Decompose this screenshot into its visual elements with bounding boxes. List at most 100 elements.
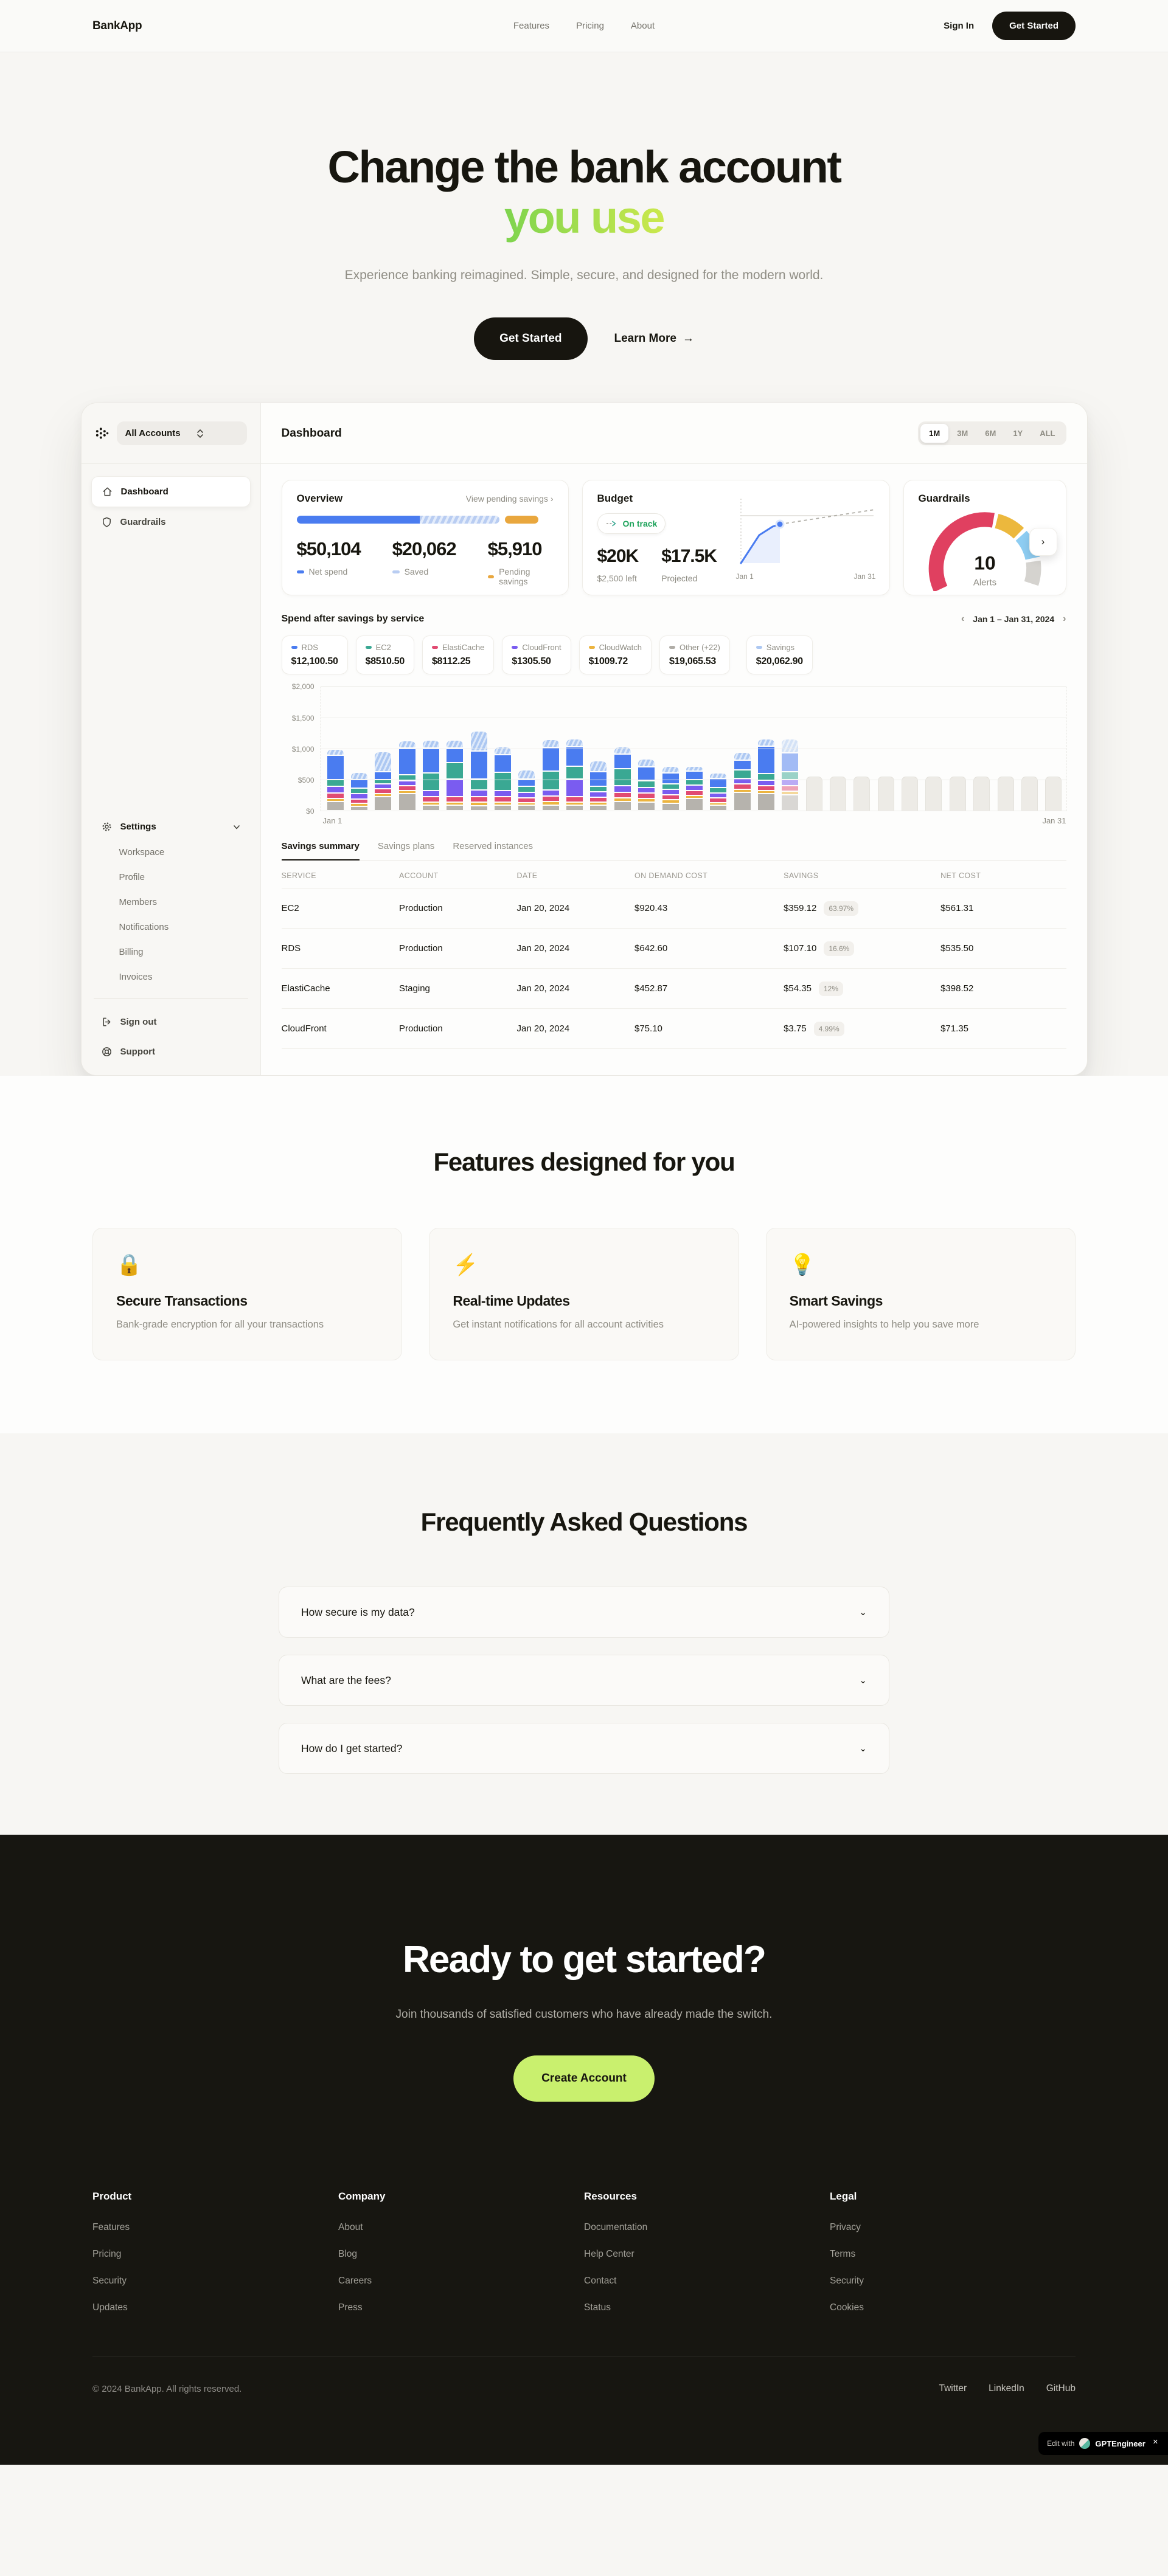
social-link-twitter[interactable]: Twitter [939,2383,967,2394]
sidebar-subitem-billing[interactable]: Billing [119,947,144,958]
time-range-all[interactable]: ALL [1031,424,1063,443]
sidebar-item-settings[interactable]: Settings [91,814,251,840]
tab-savings-plans[interactable]: Savings plans [377,841,435,852]
budget-stat: $17.5K Projected [661,546,717,584]
social-link-linkedin[interactable]: LinkedIn [989,2383,1024,2394]
cell-savings: $359.12 63.97% [784,901,940,916]
bar-segment-savings [518,770,535,779]
tab-reserved-instances[interactable]: Reserved instances [453,841,534,852]
social-link-github[interactable]: GitHub [1046,2383,1076,2394]
future-bar-day-22 [830,777,847,812]
faq-question: How do I get started? [301,1742,403,1754]
dashed-arrow-icon [606,521,616,527]
stacked-bar-day-9 [518,770,535,812]
future-bar-segment [1045,777,1062,812]
sign-in-link[interactable]: Sign In [944,21,975,31]
footer-link-product-features[interactable]: Features [92,2222,130,2233]
footer-link-resources-status[interactable]: Status [584,2302,611,2313]
bar-segment-savings [447,740,464,748]
footer-link-product-updates[interactable]: Updates [92,2302,128,2313]
column-header-date: DATE [516,871,538,881]
footer-link-legal-cookies[interactable]: Cookies [830,2302,864,2313]
bar-segment-rds [710,778,727,787]
footer-link-legal-privacy[interactable]: Privacy [830,2222,861,2233]
savings-percent-badge: 12% [818,982,844,997]
learn-more-link[interactable]: Learn More → [614,332,694,345]
footer-link-product-security[interactable]: Security [92,2276,127,2287]
support-button[interactable]: Support [91,1037,251,1067]
legend-dash-icon [392,570,400,573]
footer-link-resources-documentation[interactable]: Documentation [584,2222,648,2233]
guardrails-next-button[interactable]: › [1029,528,1057,556]
time-range-1m[interactable]: 1M [920,424,949,443]
get-started-button[interactable]: Get Started [992,12,1076,40]
footer-link-legal-security[interactable]: Security [830,2276,864,2287]
faq-item-how-secure-is-my-data[interactable]: How secure is my data? ⌄ [279,1587,889,1638]
bar-segment-ec2 [542,772,559,790]
hero-subtitle: Experience banking reimagined. Simple, s… [344,268,824,282]
spend-section-title: Spend after savings by service [281,614,425,625]
legend-chip-cloudwatch: CloudWatch $1009.72 [579,635,652,675]
sidebar-subitem-workspace[interactable]: Workspace [119,847,165,858]
sidebar-item-dashboard[interactable]: Dashboard [91,476,251,508]
next-period-button[interactable]: › [1063,614,1066,625]
footer-link-company-blog[interactable]: Blog [338,2249,358,2260]
footer-link-resources-contact[interactable]: Contact [584,2276,617,2287]
footer-link-resources-help-center[interactable]: Help Center [584,2249,634,2260]
view-pending-savings-link[interactable]: View pending savings › [465,494,554,504]
sidebar-subitem-invoices[interactable]: Invoices [119,972,153,983]
footer-link-legal-terms[interactable]: Terms [830,2249,856,2260]
footer-link-product-pricing[interactable]: Pricing [92,2249,122,2260]
prev-period-button[interactable]: ‹ [961,614,965,625]
future-bar-day-28 [973,777,990,812]
tab-savings-summary[interactable]: Savings summary [281,841,360,861]
chevron-right-icon: › [1041,536,1045,548]
legend-chip-name: Other (+22) [669,643,720,652]
sidebar-subitem-profile[interactable]: Profile [119,872,145,883]
sidebar-item-guardrails[interactable]: Guardrails [91,507,251,537]
footer-bottom-bar: © 2024 BankApp. All rights reserved. Twi… [0,2356,1168,2394]
sign-out-button[interactable]: Sign out [91,1007,251,1037]
brand-logo[interactable]: BankApp [92,19,142,32]
copyright-text: © 2024 BankApp. All rights reserved. [92,2383,242,2394]
budget-card: Budget On track $20K $2,500 left [582,480,890,596]
sidebar-subitem-notifications[interactable]: Notifications [119,922,169,933]
chart-x-labels: Jan 1 Jan 31 [282,816,1066,825]
time-range-3m[interactable]: 3M [948,424,976,443]
badge-close-icon[interactable]: ✕ [1152,2439,1158,2446]
cell-service: ElastiCache [281,983,330,994]
footer-link-company-careers[interactable]: Careers [338,2276,372,2287]
time-range-6m[interactable]: 6M [976,424,1004,443]
hero-get-started-button[interactable]: Get Started [474,317,588,361]
nav-link-about[interactable]: About [630,21,655,31]
dashboard-page-title: Dashboard [281,426,342,440]
stacked-bar-day-18 [734,753,751,811]
faq-item-how-do-i-get-started[interactable]: How do I get started? ⌄ [279,1723,889,1774]
bar-segment-rds [398,749,415,775]
bar-segment-elasticache [542,797,559,802]
bar-segment-ec2 [662,784,679,789]
bar-segment-elasticache [375,789,392,793]
legend-name-text: RDS [301,643,318,653]
bar-segment-savings [422,740,439,747]
sidebar-subitem-members[interactable]: Members [119,897,158,908]
footer-link-company-about[interactable]: About [338,2222,363,2233]
time-range-1y[interactable]: 1Y [1004,424,1031,443]
create-account-button[interactable]: Create Account [513,2055,655,2102]
future-bar-day-24 [877,777,894,812]
y-tick-label: $1,500 [291,713,315,722]
stacked-bar-day-19 [757,739,774,812]
main-nav: Features Pricing About [513,21,655,31]
nav-link-features[interactable]: Features [513,21,550,31]
account-selector[interactable]: All Accounts [116,421,247,446]
bar-segment-ec2 [447,763,464,778]
footer-column-heading: Company [338,2190,386,2203]
bar-segment-rds [662,773,679,784]
faq-item-what-are-the-fees[interactable]: What are the fees? ⌄ [279,1655,889,1706]
nav-link-pricing[interactable]: Pricing [576,21,604,31]
footer-link-company-press[interactable]: Press [338,2302,363,2313]
bar-segment-cloudwatch [470,803,487,805]
gptengineer-badge[interactable]: Edit with GPTEngineer ✕ [1038,2432,1168,2456]
footer-column-heading: Legal [830,2190,857,2203]
bar-segment-rds [566,747,583,766]
